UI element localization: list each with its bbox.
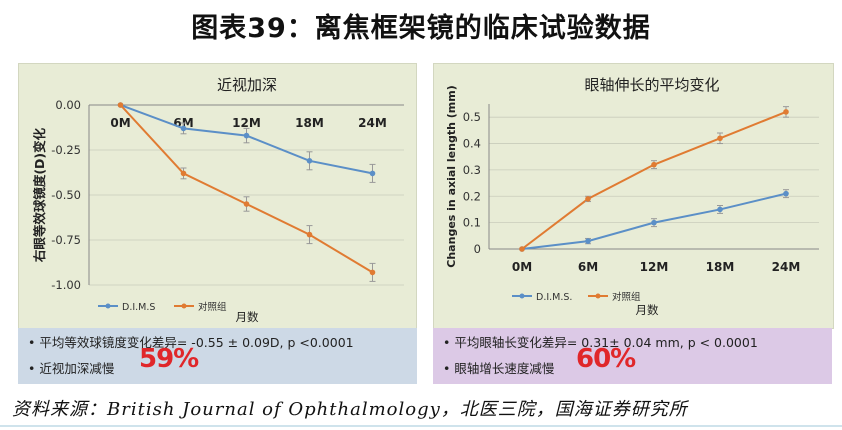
y-tick-label: -1.00	[51, 278, 81, 292]
y-tick-label: 0.4	[463, 137, 481, 151]
data-point	[717, 135, 723, 142]
data-point	[717, 206, 723, 213]
x-tick-label: 18M	[295, 116, 324, 130]
data-point	[369, 269, 376, 276]
chart-title: 近视加深	[217, 76, 277, 94]
legend-label: D.I.M.S.	[536, 292, 572, 303]
data-point	[117, 102, 124, 108]
y-tick-label: -0.50	[51, 188, 81, 202]
summary-difference-value: 平均等效球镜度变化差异= -0.55 ± 0.09D, p <0.0001	[39, 335, 354, 350]
series-line	[521, 110, 787, 250]
x-axis-label: 月数	[636, 303, 659, 317]
y-tick-label: 0.00	[55, 98, 81, 112]
legend-marker	[519, 293, 525, 299]
summary-difference-text: • 平均眼轴长变化差异= 0.31± 0.04 mm, p < 0.0001	[443, 335, 758, 350]
y-tick-label: 0.3	[463, 163, 481, 177]
summary-slowing-label: 眼轴增长速度减慢	[454, 361, 555, 376]
y-tick-label: 0.5	[463, 110, 481, 124]
data-point	[783, 190, 789, 197]
bottom-divider	[0, 425, 842, 427]
chart-axial-length: 眼轴伸长的平均变化 0 0.1 0.2 0.3 0.4 0.5 0M 6M 12M 18M 24M Ch…	[445, 76, 819, 317]
x-axis-label: 月数	[236, 310, 259, 324]
y-tick-label: -0.25	[51, 143, 81, 157]
summary-box-myopia: • 平均等效球镜度变化差异= -0.55 ± 0.09D, p <0.0001 …	[18, 328, 417, 384]
summary-difference-text: • 平均等效球镜度变化差异= -0.55 ± 0.09D, p <0.0001	[28, 335, 354, 350]
y-axis-label: Changes in axial length (mm)	[445, 85, 458, 267]
chart-myopia-progression: 近视加深0.00-0.25-0.50-0.75-1.000M6M12M18M24…	[32, 76, 404, 324]
legend-label: 对照组	[198, 301, 227, 313]
data-point	[180, 125, 187, 132]
x-tick-label: 18M	[706, 260, 735, 274]
summary-box-axial: • 平均眼轴长变化差异= 0.31± 0.04 mm, p < 0.0001 •…	[433, 328, 832, 384]
data-point	[306, 158, 313, 164]
data-point	[243, 201, 250, 207]
x-tick-label: 24M	[358, 116, 387, 130]
data-point	[243, 132, 250, 139]
y-tick-label: -0.75	[51, 233, 81, 247]
data-point	[651, 219, 657, 226]
summary-slowing-text: • 近视加深减慢	[28, 361, 115, 376]
y-tick-label: 0.2	[463, 189, 481, 203]
legend-label: D.I.M.S	[122, 302, 155, 313]
x-tick-label: 12M	[640, 260, 669, 274]
data-point	[369, 170, 376, 177]
legend-marker	[105, 303, 111, 309]
summary-slowing-text: • 眼轴增长速度减慢	[443, 361, 555, 376]
summary-percent: 59%	[139, 344, 199, 374]
summary-percent: 60%	[576, 344, 636, 374]
y-tick-label: 0.1	[463, 216, 481, 230]
data-point	[180, 170, 187, 177]
data-point	[519, 246, 525, 252]
x-tick-label: 24M	[772, 260, 801, 274]
data-point	[306, 231, 313, 238]
page-title: 图表39：离焦框架镜的临床试验数据	[191, 13, 651, 44]
x-tick-label: 6M	[578, 260, 598, 274]
summary-slowing-label: 近视加深减慢	[39, 361, 115, 376]
data-point	[585, 196, 591, 202]
source-note: 资料来源：British Journal of Ophthalmology，北医…	[12, 399, 688, 420]
data-point	[783, 109, 789, 115]
summary-difference-value: 平均眼轴长变化差异= 0.31± 0.04 mm, p < 0.0001	[454, 335, 758, 350]
data-point	[651, 161, 657, 168]
x-tick-label: 0M	[512, 260, 532, 274]
legend-label: 对照组	[612, 291, 641, 303]
legend-marker	[595, 293, 601, 299]
x-tick-label: 0M	[110, 116, 130, 130]
legend-marker	[181, 303, 187, 309]
data-point	[585, 238, 591, 244]
x-tick-label: 12M	[232, 116, 261, 130]
y-tick-label: 0	[474, 242, 481, 256]
y-axis-label: 右眼等效球镜度(D)变化	[32, 127, 47, 263]
chart-panel-myopia: 近视加深0.00-0.25-0.50-0.75-1.000M6M12M18M24…	[18, 63, 417, 329]
chart-title: 眼轴伸长的平均变化	[584, 76, 719, 94]
chart-panel-axial-length: 眼轴伸长的平均变化 0 0.1 0.2 0.3 0.4 0.5 0M 6M 12M 18M 24M Ch…	[433, 63, 834, 329]
